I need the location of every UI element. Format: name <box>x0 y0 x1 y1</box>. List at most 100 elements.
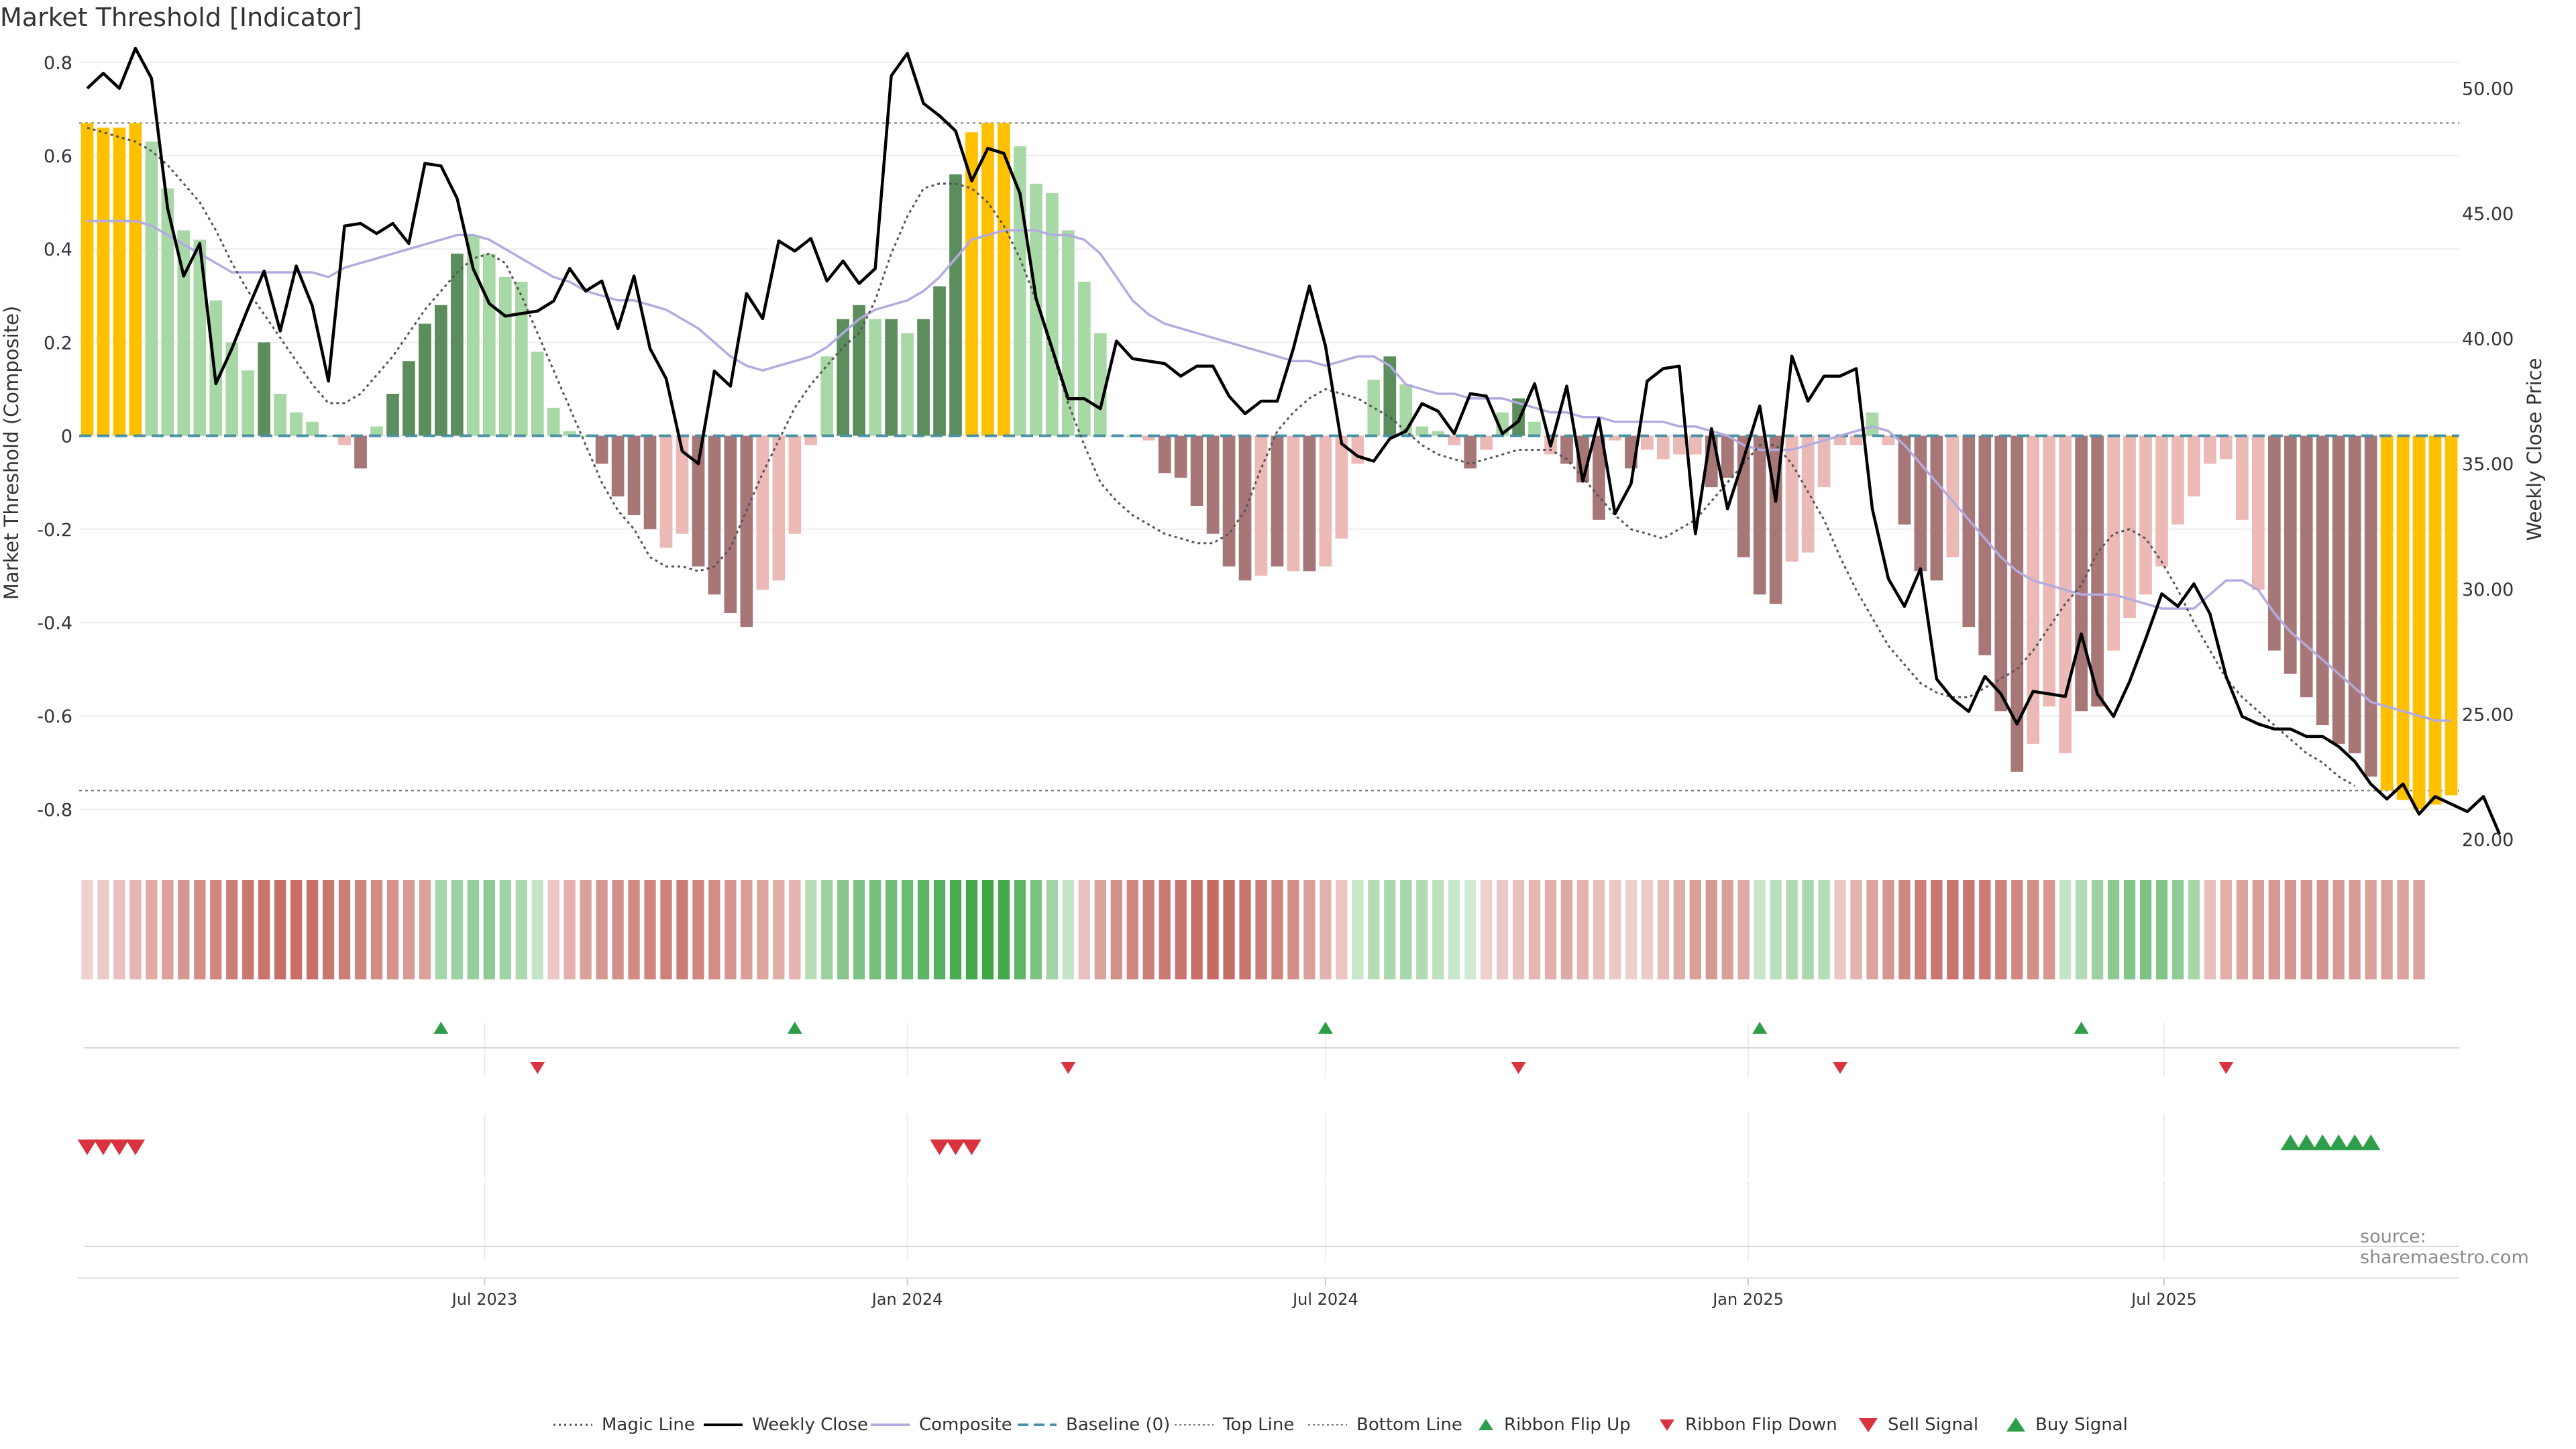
ribbon-stripe <box>2059 880 2072 979</box>
ribbon-stripe <box>1786 880 1798 979</box>
ribbon-stripe <box>1576 880 1589 979</box>
ribbon-stripe <box>580 880 592 979</box>
y-tick-label-right: 50.00 <box>2462 79 2514 100</box>
composite-bar <box>1785 435 1799 562</box>
composite-bar <box>1721 435 1734 478</box>
ribbon-stripe <box>2365 880 2377 979</box>
composite-bar <box>933 286 946 436</box>
composite-bar <box>1930 435 1943 581</box>
composite-bar <box>1367 380 1381 436</box>
composite-bar <box>2107 435 2120 651</box>
ribbon-stripe <box>354 880 367 979</box>
ribbon-stripe <box>2091 880 2104 979</box>
composite-bar <box>1432 431 1445 436</box>
composite-bar <box>2220 435 2233 460</box>
y-tick-label-right: 45.00 <box>2462 204 2514 225</box>
ribbon-stripe <box>676 880 688 979</box>
ribbon-stripe <box>1368 880 1380 979</box>
legend-item-bottom-line: Bottom Line <box>1307 1410 1462 1440</box>
ribbon-stripe <box>402 880 415 979</box>
ribbon-stripe <box>499 880 511 979</box>
ribbon-stripe <box>1560 880 1573 979</box>
composite-bar <box>740 435 753 627</box>
composite-bar <box>547 407 560 436</box>
ribbon-stripe <box>789 880 801 979</box>
composite-bar <box>692 435 705 567</box>
composite-bar <box>306 421 319 436</box>
composite-bar <box>225 342 239 436</box>
ribbon-stripe <box>226 880 238 979</box>
legend-label: Baseline (0) <box>1066 1415 1171 1435</box>
ribbon-stripe <box>1110 880 1122 979</box>
composite-bar <box>435 305 447 436</box>
composite-bar <box>1641 435 1654 450</box>
legend-item-buy-signal: Buy Signal <box>2004 1410 2128 1440</box>
y-tick-label-right: 30.00 <box>2462 580 2514 600</box>
dotted-grey-line-icon <box>1308 1424 1347 1426</box>
composite-bar <box>1656 435 1670 460</box>
solid-line-icon <box>704 1424 743 1426</box>
ribbon-stripe <box>2381 880 2393 979</box>
y-tick-label-right: 20.00 <box>2462 830 2514 851</box>
composite-bar <box>1046 193 1059 436</box>
sell-signal-marker <box>125 1139 146 1155</box>
axes: Market Threshold (Composite) Weekly Clos… <box>0 53 2546 1309</box>
x-tick-label: Jul 2024 <box>1291 1290 1358 1309</box>
ribbon-stripe <box>837 880 849 979</box>
composite-bar <box>659 435 673 548</box>
composite-bar <box>451 254 464 436</box>
ribbon-stripe <box>1481 880 1493 979</box>
ribbon-stripe <box>1721 880 1733 979</box>
composite-bar <box>563 431 576 436</box>
composite-bar <box>1882 435 1895 445</box>
composite-bar <box>2188 435 2200 497</box>
ribbon-stripe <box>2252 880 2264 979</box>
ribbon-stripe <box>2413 880 2425 979</box>
ribbon-flip-down-marker <box>2218 1062 2234 1074</box>
ribbon-stripe <box>644 880 656 979</box>
ribbon-stripe <box>1915 880 1927 979</box>
composite-bar <box>837 319 850 436</box>
ribbon-stripe <box>81 880 93 979</box>
composite-bar <box>804 435 818 445</box>
composite-bar <box>998 123 1010 436</box>
sell-signal-marker <box>962 1139 981 1155</box>
ribbon-stripe <box>805 880 817 979</box>
composite-bar <box>2236 435 2249 520</box>
source-note: source: sharemaestro.com <box>2360 1226 2529 1268</box>
ribbon-stripe <box>2139 880 2152 979</box>
composite-bar <box>402 361 415 436</box>
composite-bar <box>1158 435 1171 474</box>
ribbon-stripe <box>1770 880 1782 979</box>
ribbon-stripe <box>2284 880 2296 979</box>
ribbon-stripe <box>435 880 447 979</box>
composite-bar <box>498 276 512 436</box>
composite-bar <box>1801 435 1815 553</box>
composite-bar <box>949 174 962 436</box>
composite-bar <box>1512 398 1525 436</box>
ribbon-stripe <box>1062 880 1074 979</box>
ribbon-stripe <box>1850 880 1862 979</box>
composite-bar <box>113 127 126 436</box>
ribbon-stripe <box>97 880 109 979</box>
ribbon-flip-up-marker <box>2074 1022 2089 1034</box>
signal-markers <box>77 1022 2381 1155</box>
ribbon-stripe <box>2220 880 2233 979</box>
ribbon-stripe <box>483 880 495 979</box>
ribbon-stripe <box>210 880 222 979</box>
composite-bar <box>2171 435 2184 525</box>
composite-bar <box>1448 435 1461 445</box>
ribbon-stripe <box>2316 880 2328 979</box>
composite-bar <box>981 123 994 436</box>
composite-bar <box>1833 435 1847 445</box>
ribbon-stripe <box>1448 880 1460 979</box>
ribbon-stripe <box>1320 880 1332 979</box>
ribbon-stripe <box>2171 880 2184 979</box>
y-tick-label-left: 0.4 <box>44 239 72 260</box>
y-tick-label-right: 40.00 <box>2462 329 2514 350</box>
sell-signal-marker <box>109 1139 129 1155</box>
ribbon-flip-up-marker <box>1318 1022 1333 1034</box>
ribbon-stripe <box>2268 880 2280 979</box>
composite-bar <box>2251 435 2265 590</box>
ribbon-stripe <box>612 880 624 979</box>
